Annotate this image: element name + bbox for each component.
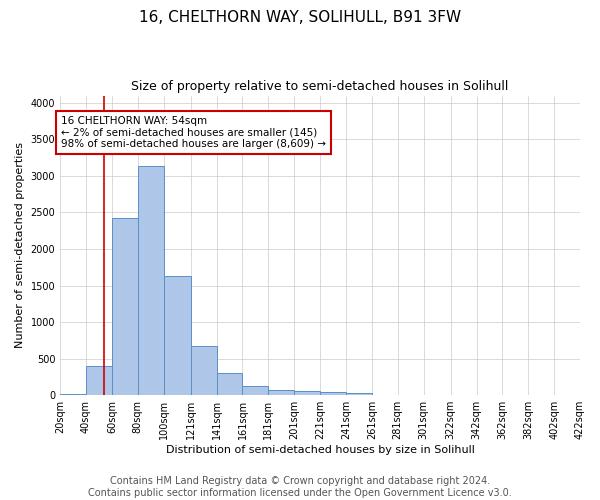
Bar: [217, 374, 242, 395]
Bar: [346, 393, 372, 395]
Bar: [191, 346, 217, 395]
Bar: [86, 366, 112, 395]
Text: 16, CHELTHORN WAY, SOLIHULL, B91 3FW: 16, CHELTHORN WAY, SOLIHULL, B91 3FW: [139, 10, 461, 25]
Bar: [320, 392, 346, 395]
Bar: [164, 276, 191, 395]
Bar: [138, 166, 164, 395]
Y-axis label: Number of semi-detached properties: Number of semi-detached properties: [15, 142, 25, 348]
Title: Size of property relative to semi-detached houses in Solihull: Size of property relative to semi-detach…: [131, 80, 509, 93]
Bar: [112, 218, 138, 395]
Bar: [268, 390, 294, 395]
Text: 16 CHELTHORN WAY: 54sqm
← 2% of semi-detached houses are smaller (145)
98% of se: 16 CHELTHORN WAY: 54sqm ← 2% of semi-det…: [61, 116, 326, 149]
X-axis label: Distribution of semi-detached houses by size in Solihull: Distribution of semi-detached houses by …: [166, 445, 475, 455]
Bar: [294, 391, 320, 395]
Text: Contains HM Land Registry data © Crown copyright and database right 2024.
Contai: Contains HM Land Registry data © Crown c…: [88, 476, 512, 498]
Bar: [242, 386, 268, 395]
Bar: [60, 394, 86, 395]
